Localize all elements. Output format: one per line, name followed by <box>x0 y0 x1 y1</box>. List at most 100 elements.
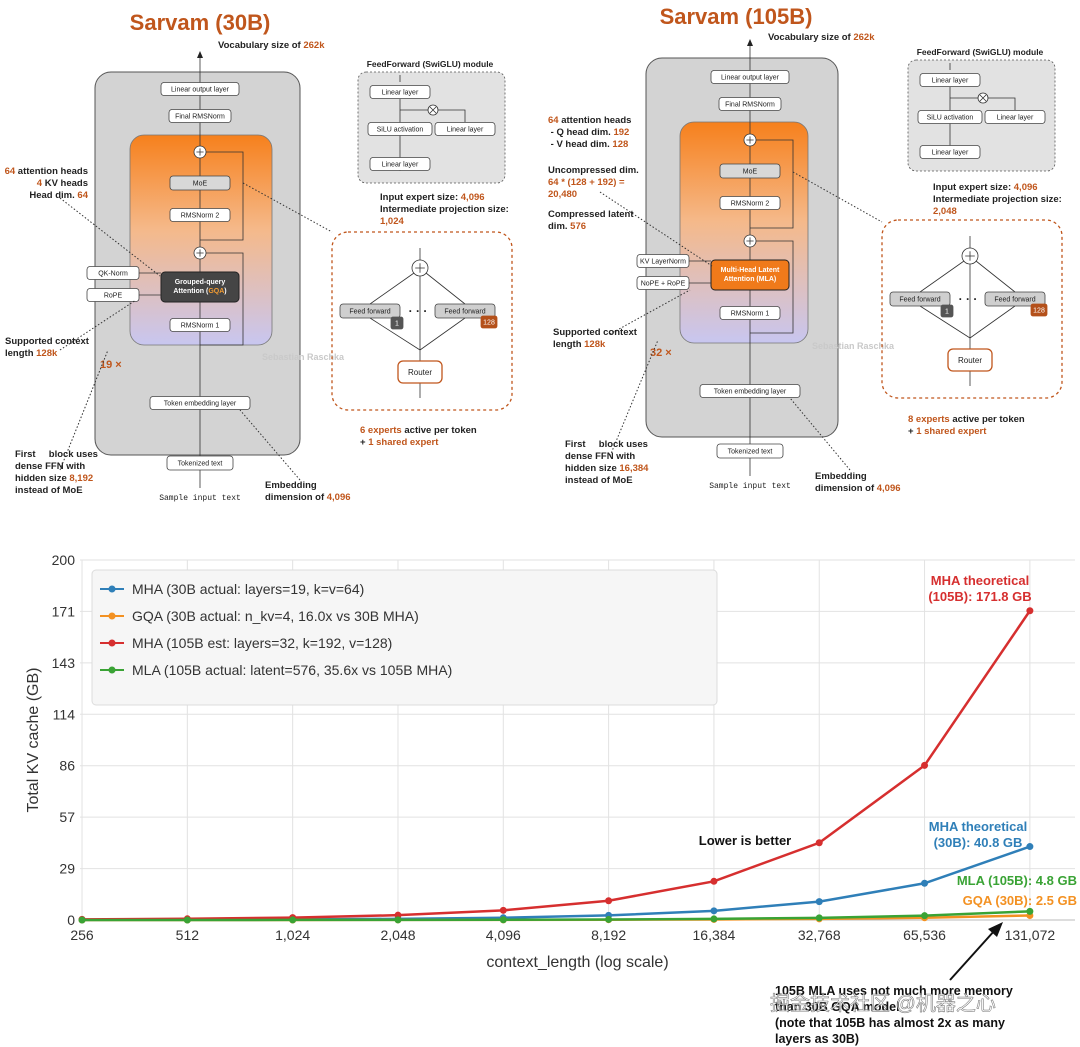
text-segment: 4,096 <box>461 192 485 203</box>
text-segment: KV heads <box>42 178 88 189</box>
y-tick-label: 171 <box>52 603 76 619</box>
annotation-line: than 30B GQA model <box>775 1000 900 1014</box>
arrow-head <box>747 39 753 46</box>
box-label: Token embedding layer <box>714 388 787 395</box>
text-segment: 1 shared expert <box>916 426 987 437</box>
x-tick-label: 65,536 <box>903 927 946 943</box>
box <box>940 304 954 318</box>
text-segment: Input expert size: <box>933 182 1014 193</box>
annotation-line: layers as 30B) <box>775 1032 859 1046</box>
box-label: Linear layer <box>932 149 969 156</box>
text-segment: Multi-Head Latent <box>721 267 780 274</box>
text-segment: Embedding <box>815 471 867 482</box>
text-segment: 192 <box>613 127 629 138</box>
box <box>369 157 431 171</box>
box <box>719 306 781 320</box>
text-segment: 4,096 <box>1014 182 1038 193</box>
watermark: Sebastian Raschka <box>812 341 895 351</box>
text-segment: Attention (MLA) <box>724 276 776 283</box>
box-label: Feed forward <box>349 308 390 315</box>
text-segment: 262k <box>853 32 875 43</box>
text-segment: Supported context <box>5 336 90 347</box>
data-point <box>710 915 718 923</box>
box <box>719 163 781 179</box>
text-segment: Compressed latent <box>548 209 634 220</box>
box <box>947 348 993 372</box>
box <box>480 315 498 329</box>
box <box>716 443 784 459</box>
legend-swatch <box>108 612 116 620</box>
legend-label: GQA (30B actual: n_kv=4, 16.0x vs 30B MH… <box>132 608 419 624</box>
connector <box>369 248 466 398</box>
box-label: Feed forward <box>899 296 940 303</box>
box <box>339 303 401 319</box>
annotation: Input expert size: 4,096 Intermediate pro… <box>380 192 509 227</box>
watermark: 掘金技术社区 @机器之心 <box>770 992 996 1015</box>
box <box>168 109 232 123</box>
text-segment: 8 experts <box>908 414 950 425</box>
box-label: Linear output layer <box>171 86 230 93</box>
residual-line <box>200 151 244 241</box>
arrow-head <box>197 51 203 58</box>
data-point <box>1026 843 1034 851</box>
text-segment: 1 shared expert <box>368 437 439 448</box>
box-label: Linear layer <box>932 77 969 84</box>
annotation: First block uses dense FFN with hidden siz… <box>15 449 98 496</box>
text-segment: 64 <box>77 190 88 201</box>
dotted-pointer <box>59 197 161 277</box>
ellipsis: · · · <box>959 292 978 306</box>
y-axis-label: Total KV cache (GB) <box>25 668 42 813</box>
watermark: Sebastian Raschka <box>262 352 345 362</box>
box-label: Token embedding layer <box>164 400 237 407</box>
data-point <box>499 906 507 914</box>
text-segment: 16,384 <box>619 463 649 474</box>
data-point <box>921 912 929 920</box>
text-segment: dim. <box>548 221 570 232</box>
dotted-pointer <box>609 289 691 335</box>
box-label: SiLU activation <box>927 114 974 121</box>
text-segment: Intermediate projection size: <box>933 194 1062 205</box>
text-segment: 2,048 <box>933 206 957 217</box>
text-segment: instead of MoE <box>565 475 633 486</box>
text-segment: Grouped-query <box>175 279 226 286</box>
box-label: Linear layer <box>447 126 484 133</box>
data-point <box>605 915 613 923</box>
moe-detail <box>881 219 1063 399</box>
annotation: 6 experts active per token + 1 shared exp… <box>360 425 477 448</box>
data-point <box>815 898 823 906</box>
box-label: Final RMSNorm <box>175 113 225 120</box>
text-segment: Intermediate projection size: <box>380 204 509 215</box>
text-segment: active per token <box>950 414 1025 425</box>
text-segment: ) <box>224 288 226 295</box>
box <box>149 396 251 410</box>
annotation: GQA (30B): 2.5 GB <box>963 893 1077 908</box>
text-segment: instead of MoE <box>15 485 83 496</box>
box-label: Feed forward <box>994 296 1035 303</box>
box-label: Linear output layer <box>721 74 780 81</box>
text-segment: Supported context <box>553 327 638 338</box>
moe-detail <box>331 231 513 411</box>
data-point <box>1026 607 1034 615</box>
connector <box>919 236 1016 386</box>
input-text: Sample input text <box>709 482 791 491</box>
box-label: NoPE + RoPE <box>641 280 686 287</box>
box-label: 1 <box>945 308 949 315</box>
legend-label: MHA (30B actual: layers=19, k=v=64) <box>132 581 364 597</box>
add-node <box>196 148 204 156</box>
dotted-pointer <box>59 299 137 351</box>
x-tick-label: 512 <box>176 927 200 943</box>
text-segment: Head dim. <box>29 190 77 201</box>
series-line <box>82 610 1031 921</box>
data-point <box>710 877 718 885</box>
box <box>160 82 240 96</box>
box <box>367 122 433 136</box>
y-tick-label: 114 <box>53 706 76 722</box>
box-label: 128 <box>1033 307 1045 314</box>
annotation-arrow <box>949 929 996 981</box>
box-label: KV LayerNorm <box>640 258 686 265</box>
residual-line <box>750 139 794 229</box>
annotation: Vocabulary size of 262k <box>768 32 875 43</box>
annotation-line: MLA (105B): 4.8 GB <box>957 873 1077 888</box>
data-point <box>183 916 191 924</box>
